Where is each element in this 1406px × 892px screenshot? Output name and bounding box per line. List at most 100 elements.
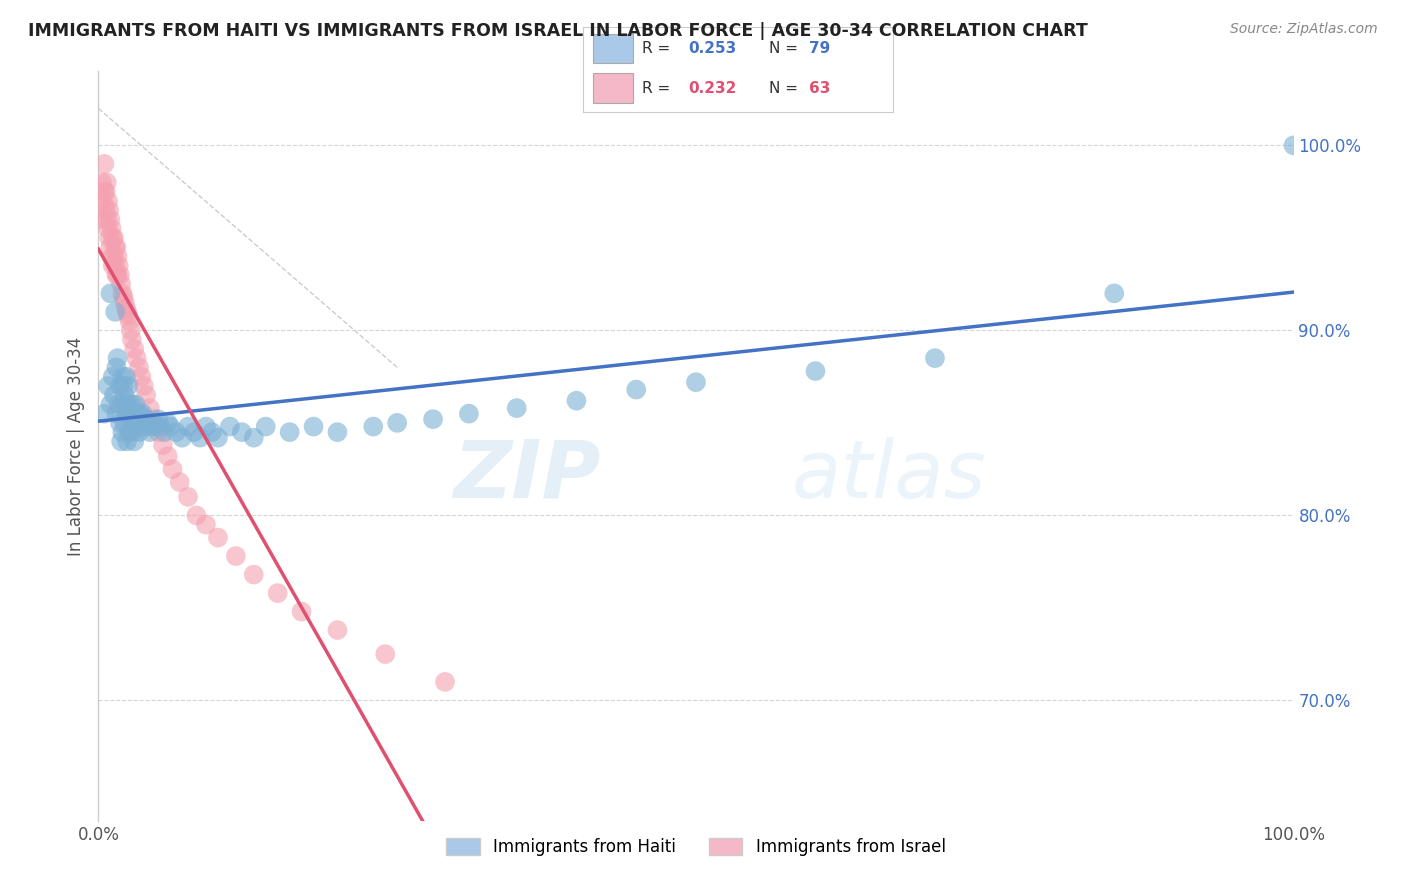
Point	[94, 185, 117, 199]
Text: Source: ZipAtlas.com: Source: ZipAtlas.com	[1230, 22, 1378, 37]
Point	[685, 375, 707, 389]
Point	[111, 369, 134, 384]
Point	[104, 240, 127, 254]
Point	[96, 212, 118, 227]
Point	[165, 425, 187, 439]
Point	[117, 379, 139, 393]
Point	[108, 416, 131, 430]
Point	[111, 286, 134, 301]
Point	[96, 175, 118, 189]
Point	[105, 360, 128, 375]
Point	[98, 231, 121, 245]
Point	[107, 397, 129, 411]
Point	[207, 431, 229, 445]
Y-axis label: In Labor Force | Age 30-34: In Labor Force | Age 30-34	[66, 336, 84, 556]
Point	[107, 259, 129, 273]
Point	[162, 462, 184, 476]
Point	[225, 549, 247, 563]
Point	[172, 431, 194, 445]
Point	[91, 175, 114, 189]
Point	[291, 605, 314, 619]
Point	[169, 475, 191, 489]
Point	[110, 277, 132, 292]
Point	[177, 419, 200, 434]
Point	[118, 314, 141, 328]
Point	[149, 419, 172, 434]
Point	[112, 290, 135, 304]
Point	[385, 416, 409, 430]
Point	[129, 407, 152, 421]
Text: 63: 63	[810, 80, 831, 95]
Point	[243, 567, 266, 582]
Point	[115, 369, 138, 384]
Point	[93, 407, 115, 421]
Point	[201, 425, 224, 439]
Point	[131, 369, 153, 384]
Text: 0.232: 0.232	[689, 80, 737, 95]
Point	[148, 412, 170, 426]
Point	[195, 419, 218, 434]
Text: R =: R =	[643, 80, 675, 95]
Point	[124, 342, 146, 356]
Point	[118, 397, 141, 411]
Point	[135, 388, 157, 402]
Point	[143, 419, 166, 434]
Point	[107, 351, 129, 365]
FancyBboxPatch shape	[593, 34, 633, 63]
Point	[112, 379, 135, 393]
Point	[105, 240, 128, 254]
Point	[156, 416, 179, 430]
Point	[243, 431, 266, 445]
Point	[98, 397, 122, 411]
Point	[302, 419, 325, 434]
Point	[127, 407, 149, 421]
Point	[139, 425, 162, 439]
Point	[1282, 138, 1305, 153]
Point	[98, 240, 122, 254]
Point	[108, 268, 131, 282]
Point	[148, 425, 170, 439]
Point	[458, 407, 481, 421]
Point	[110, 434, 132, 449]
Point	[254, 419, 277, 434]
Point	[156, 449, 179, 463]
Point	[1104, 286, 1126, 301]
Point	[267, 586, 290, 600]
Point	[101, 231, 124, 245]
Text: atlas: atlas	[792, 437, 987, 515]
Point	[101, 369, 124, 384]
Point	[117, 309, 139, 323]
Point	[128, 360, 150, 375]
Text: ZIP: ZIP	[453, 437, 600, 515]
Point	[138, 419, 160, 434]
Point	[159, 419, 181, 434]
Point	[139, 401, 162, 415]
Point	[103, 249, 125, 263]
Point	[131, 416, 153, 430]
Text: N =: N =	[769, 80, 803, 95]
Point	[626, 383, 648, 397]
Point	[128, 425, 150, 439]
Point	[374, 647, 396, 661]
Point	[111, 425, 134, 439]
Point	[152, 438, 174, 452]
Point	[98, 203, 121, 218]
Text: N =: N =	[769, 41, 803, 56]
Point	[115, 397, 138, 411]
Point	[326, 623, 349, 637]
Point	[132, 379, 155, 393]
Point	[186, 508, 208, 523]
Point	[108, 379, 131, 393]
Point	[195, 517, 218, 532]
Point	[183, 425, 205, 439]
Point	[231, 425, 253, 439]
Point	[111, 397, 134, 411]
Text: IMMIGRANTS FROM HAITI VS IMMIGRANTS FROM ISRAEL IN LABOR FORCE | AGE 30-34 CORRE: IMMIGRANTS FROM HAITI VS IMMIGRANTS FROM…	[28, 22, 1088, 40]
Point	[115, 301, 138, 315]
Point	[115, 305, 138, 319]
Point	[90, 212, 112, 227]
Point	[100, 249, 122, 263]
Point	[122, 416, 145, 430]
Point	[125, 351, 148, 365]
Point	[97, 379, 120, 393]
